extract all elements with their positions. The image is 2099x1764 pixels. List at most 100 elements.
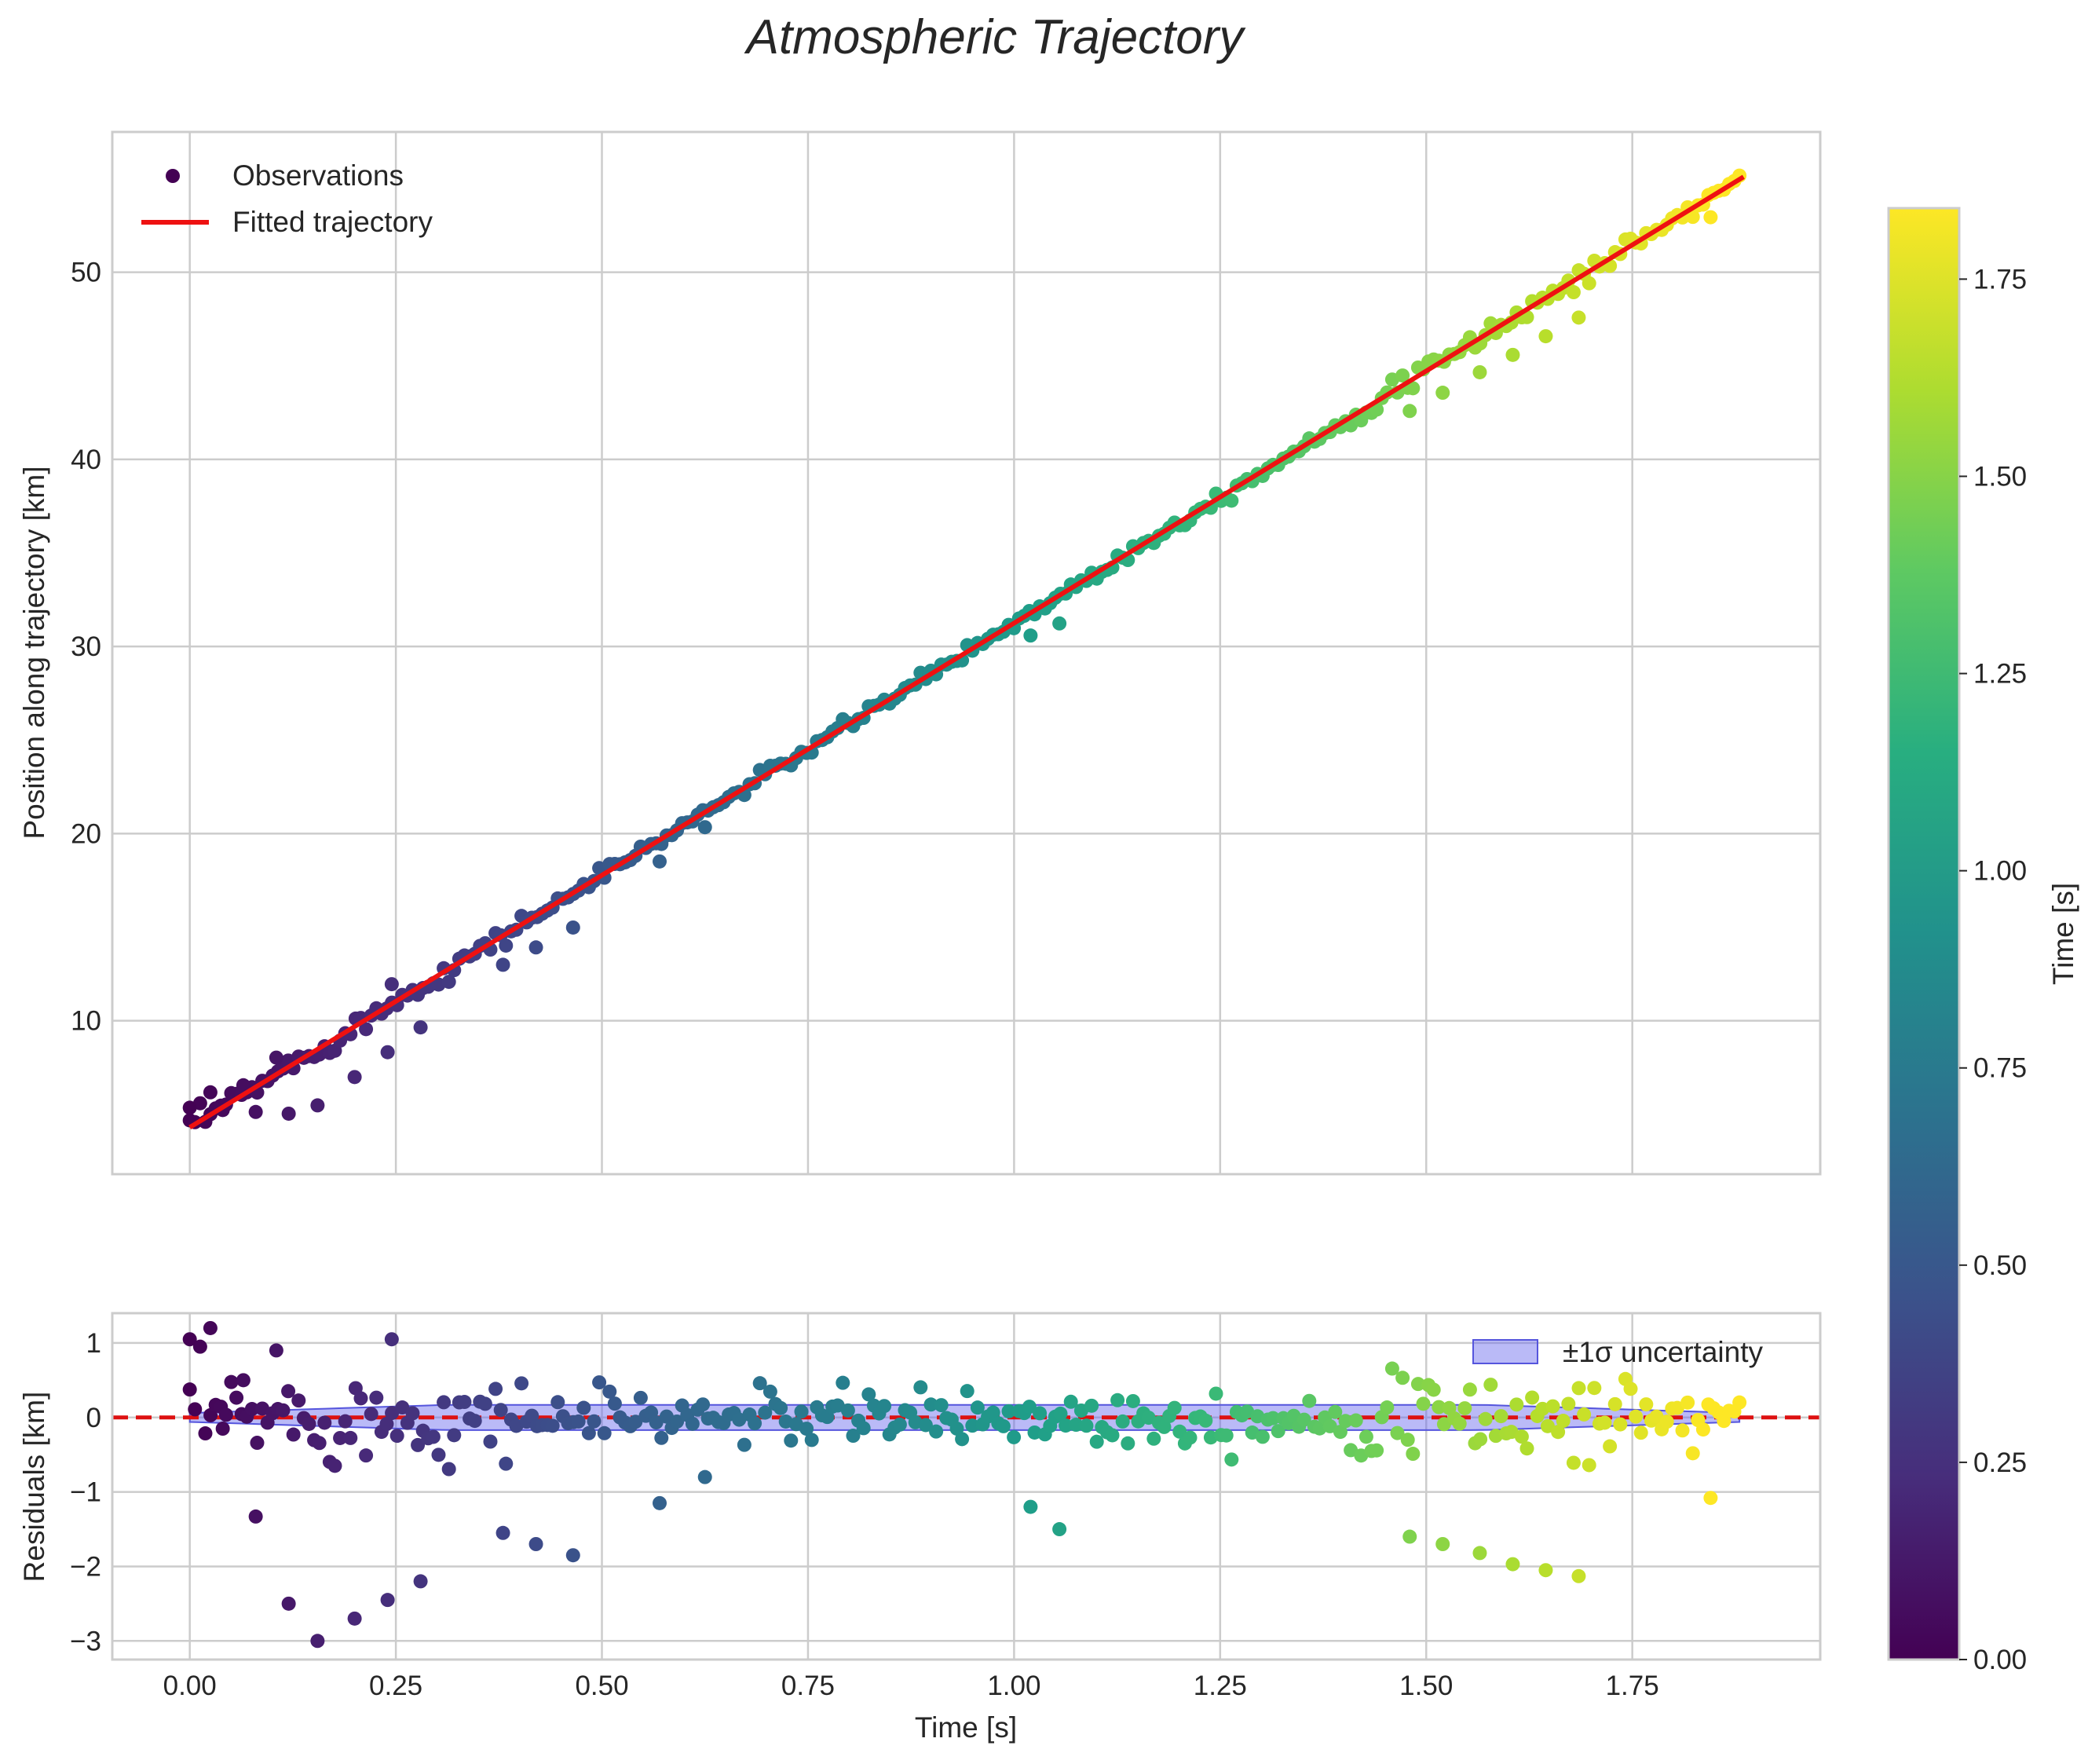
observation-point [1406,381,1421,396]
bottom-y-ticks: −3 −2 −1 0 1 [70,1328,101,1656]
residual-point [1436,1417,1451,1432]
residual-point [856,1421,871,1436]
colorbar: 0.00 0.25 0.50 0.75 1.00 1.25 1.50 1.75 Time [s… [1887,207,2079,1675]
residual-point [1509,1397,1524,1412]
residual-point [1566,1455,1581,1470]
residual-point [380,1593,395,1608]
residual-point [1435,1537,1450,1551]
residual-point [182,1382,197,1397]
top-y-ticks: 10 20 30 40 50 [71,258,101,1037]
residual-point [385,1406,400,1421]
residual-point [1473,1432,1488,1447]
residual-point [477,1396,492,1411]
colorbar-tick-label: 1.00 [1973,856,2027,887]
bottom-legend: ±1σ uncertainty [1472,1336,1763,1368]
residual-point [359,1448,374,1463]
observation-point [1023,628,1038,643]
residual-point [364,1407,378,1422]
top-ytick-label: 40 [71,445,101,475]
residual-point [1623,1382,1638,1396]
residual-point [1402,1529,1417,1544]
residual-point [1183,1430,1198,1445]
residual-point [1582,1458,1596,1473]
residual-point [495,1525,510,1540]
bottom-xtick-label: 1.00 [987,1671,1040,1701]
residual-point [1561,1396,1576,1411]
observation-point [441,975,456,990]
residual-point [565,1548,580,1563]
observation-point [1505,347,1520,362]
residual-point [426,1429,441,1444]
residual-point [550,1395,565,1410]
residual-point [773,1400,788,1415]
observation-point [359,1022,374,1037]
observation-point [248,1104,263,1119]
residual-point [182,1332,197,1347]
residual-point [338,1414,353,1429]
residual-point [1121,1436,1135,1451]
legend-band-swatch [1472,1339,1538,1364]
bottom-ytick-label: 1 [86,1328,101,1359]
bottom-ytick-label: −2 [70,1551,101,1582]
residual-point [581,1425,596,1440]
bottom-panel: −3 −2 −1 0 1 0.00 0.25 0.50 0.75 1.00 1.25 1.50 1.7… [18,1312,1822,1744]
residual-point [1333,1425,1348,1440]
residual-point [215,1422,230,1436]
residual-point [892,1417,907,1432]
residual-point [846,1429,861,1444]
colorbar-tick-label: 1.75 [1973,264,2027,295]
observation-point [1472,364,1487,379]
residual-point [1338,1414,1353,1429]
residual-point [1494,1409,1508,1424]
residual-point [1271,1424,1285,1439]
top-axes-frame [111,130,1822,1176]
residual-point [1540,1418,1555,1433]
residual-point [794,1404,809,1419]
residual-point [923,1397,938,1412]
residual-point [389,1429,404,1444]
residual-point [1146,1431,1161,1446]
colorbar-tick-label: 0.00 [1973,1645,2027,1675]
residual-point [784,1433,799,1448]
residual-point [395,1400,410,1415]
residual-point [737,1437,751,1452]
colorbar-tick-label: 0.50 [1973,1250,2027,1281]
residual-point [1369,1443,1384,1458]
top-panel: 10 20 30 40 50 Position along trajectory [km… [18,130,1822,1176]
observation-point [1052,616,1067,631]
residual-point [986,1405,1000,1420]
residual-point [1525,1390,1540,1405]
residual-point [1105,1428,1120,1443]
observation-point [384,977,399,992]
residual-point [327,1458,342,1473]
residual-point [934,1398,949,1413]
residual-point [1053,1406,1068,1421]
residual-point [493,1403,508,1418]
residual-point [384,1332,399,1347]
residual-point [836,1375,850,1390]
residual-point [310,1634,325,1649]
residual-point [1452,1416,1467,1431]
residual-point [1410,1377,1425,1392]
observation-point [495,957,510,972]
residual-point [1514,1429,1529,1444]
residual-point [1416,1396,1431,1411]
top-ytick-label: 30 [71,631,101,662]
residual-point [653,1495,667,1510]
residual-point [1358,1429,1373,1444]
residual-point [1022,1400,1037,1414]
residual-point [949,1421,964,1436]
top-ytick-label: 10 [71,1006,101,1037]
residual-point [1675,1423,1690,1438]
residual-point [441,1462,456,1477]
residual-point [628,1414,643,1429]
residual-point [649,1415,664,1430]
residual-point [1007,1429,1022,1444]
observation-point [697,820,712,835]
residual-point [602,1384,617,1399]
residual-point [224,1374,239,1389]
residual-point [333,1430,348,1445]
observation-point [380,1045,395,1059]
top-ylabel: Position along trajectory [km] [18,466,50,839]
residual-point [1571,1381,1586,1396]
